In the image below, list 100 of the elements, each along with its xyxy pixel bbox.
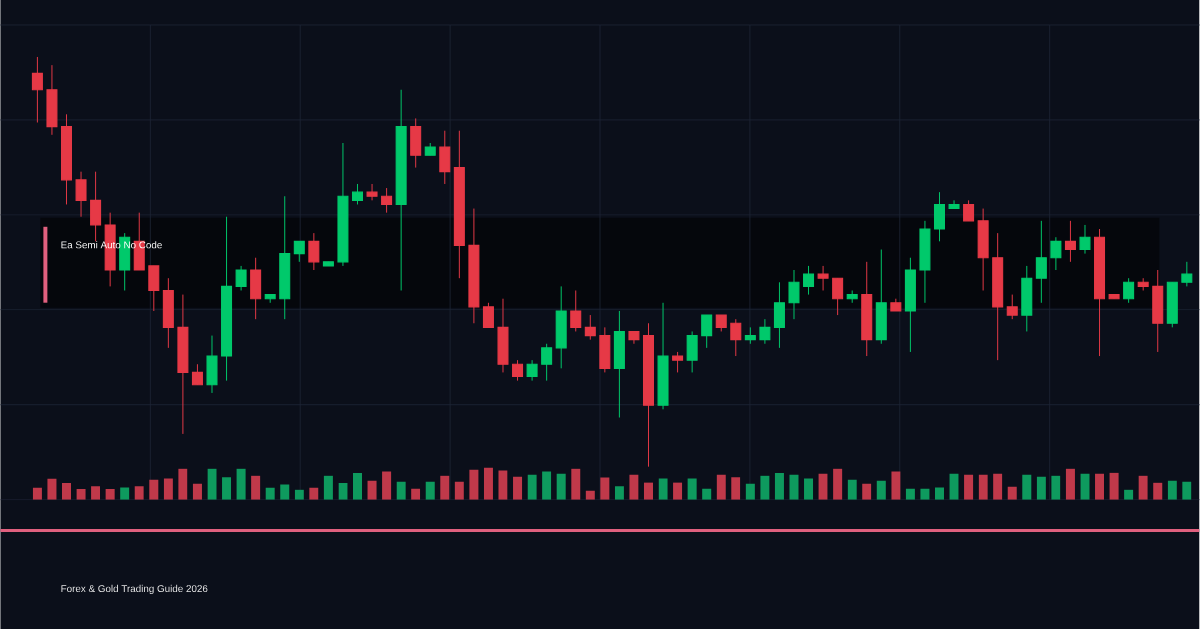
- bar: [1051, 475, 1061, 500]
- bar: [542, 471, 552, 500]
- candlestick: [1064, 220, 1076, 263]
- bar: [614, 486, 624, 500]
- bar: [236, 468, 246, 500]
- bar: [91, 486, 101, 500]
- bar: [352, 472, 363, 500]
- candlestick: [803, 265, 815, 295]
- candlestick: [1035, 220, 1047, 304]
- candlestick: [730, 318, 742, 357]
- bar: [673, 482, 683, 500]
- bar: [1153, 482, 1163, 500]
- bar: [789, 474, 799, 500]
- candlestick: [1006, 293, 1018, 320]
- bar: [323, 475, 333, 500]
- candlestick: [759, 318, 771, 345]
- bar: [222, 477, 232, 500]
- bar: [440, 475, 450, 500]
- candlestick: [482, 302, 494, 328]
- candlestick: [584, 314, 596, 340]
- bar: [192, 483, 202, 500]
- candlestick: [191, 363, 203, 386]
- bar: [745, 483, 755, 500]
- bar: [1007, 486, 1017, 500]
- bar: [600, 477, 610, 500]
- bar: [934, 487, 944, 500]
- bar: [774, 472, 784, 500]
- bar: [105, 488, 115, 500]
- candlestick: [832, 277, 844, 316]
- bar: [862, 483, 872, 500]
- candlestick: [293, 240, 305, 263]
- bar: [207, 468, 217, 500]
- bar: [513, 476, 523, 500]
- bar: [1022, 474, 1032, 500]
- candlestick: [1079, 224, 1091, 254]
- candlestick: [31, 56, 43, 123]
- candlestick: [526, 359, 538, 381]
- bar: [178, 468, 188, 500]
- bar: [1095, 473, 1105, 500]
- bar: [411, 488, 421, 500]
- bar: [469, 469, 479, 500]
- candlestick: [381, 187, 393, 213]
- candlestick: [75, 171, 87, 218]
- candlestick: [963, 199, 975, 222]
- text: Forex & Gold Trading Guide 2026: [61, 584, 208, 594]
- bar: [32, 487, 42, 500]
- bar: [149, 479, 159, 500]
- bar: [163, 478, 173, 500]
- candlestick: [701, 314, 713, 349]
- bar: [61, 482, 72, 500]
- bar: [396, 481, 406, 500]
- bar: [731, 477, 741, 500]
- candlestick: [570, 289, 582, 332]
- bar: [920, 488, 930, 500]
- bar: [876, 480, 886, 500]
- bar: [556, 473, 566, 500]
- bar: [964, 474, 974, 500]
- bar: [716, 474, 726, 500]
- bar: [833, 468, 843, 500]
- bar: [629, 474, 639, 500]
- candlestick: [351, 183, 363, 205]
- bar: [687, 478, 697, 500]
- bar: [1124, 489, 1134, 500]
- bar: [993, 473, 1003, 500]
- candlestick: [235, 265, 247, 291]
- bar: [425, 481, 435, 500]
- candlestick: [948, 199, 960, 209]
- bar: [1065, 468, 1075, 500]
- bar: [1182, 481, 1192, 500]
- bar: [804, 478, 814, 500]
- bar: [309, 487, 319, 500]
- bar: [847, 479, 857, 500]
- candlestick: [1123, 277, 1135, 304]
- bar: [658, 478, 668, 500]
- bar: [382, 471, 392, 500]
- candlestick: [672, 351, 684, 373]
- candlestick: [308, 232, 320, 271]
- bar: [1036, 476, 1046, 500]
- bar: [978, 474, 988, 500]
- bar: [280, 484, 290, 500]
- bar: [367, 480, 377, 500]
- bar: [76, 488, 86, 500]
- candlestick: [817, 265, 829, 291]
- candlestick: [1181, 261, 1193, 287]
- bar: [1109, 472, 1119, 500]
- candlestick: [541, 343, 553, 381]
- candlestick: [1050, 236, 1062, 271]
- bar: [294, 489, 304, 500]
- bar: [120, 487, 130, 500]
- bar: [498, 470, 508, 500]
- bar: [905, 488, 915, 500]
- candlestick: [788, 269, 800, 320]
- bar: [1167, 480, 1177, 500]
- candlestick: [512, 359, 524, 381]
- bar: [483, 467, 493, 500]
- candlestick: [366, 183, 378, 201]
- bar: [643, 482, 653, 500]
- bar: [47, 478, 57, 500]
- bar: [527, 474, 537, 500]
- bar: [251, 475, 261, 500]
